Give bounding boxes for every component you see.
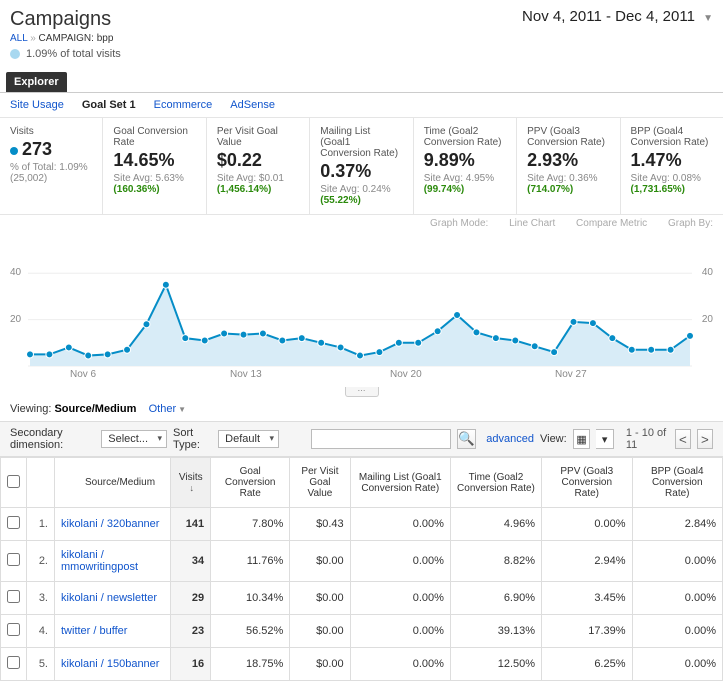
table-row: 5.kikolani / 150banner1618.75%$0.000.00%… [1, 648, 723, 681]
col-header[interactable]: BPP (Goal4 Conversion Rate) [632, 458, 722, 508]
breadcrumb-campaign-value: bpp [97, 33, 114, 44]
col-header[interactable]: Goal Conversion Rate [211, 458, 290, 508]
secondary-dimension-select[interactable]: Select... [101, 430, 167, 448]
row-checkbox[interactable] [7, 623, 20, 636]
compare-metric[interactable]: Compare Metric [576, 218, 647, 229]
metric-time-goal2-conversion-rate-[interactable]: Time (Goal2 Conversion Rate)9.89%Site Av… [413, 118, 516, 214]
col-header[interactable] [27, 458, 55, 508]
breadcrumb-all[interactable]: ALL [10, 33, 27, 44]
tab-explorer[interactable]: Explorer [6, 72, 67, 92]
page-title: Campaigns [10, 8, 111, 31]
col-header[interactable]: PPV (Goal3 Conversion Rate) [542, 458, 633, 508]
col-header[interactable] [1, 458, 27, 508]
table-row: 4.twitter / buffer2356.52%$0.000.00%39.1… [1, 615, 723, 648]
search-input[interactable] [311, 429, 451, 449]
col-header[interactable]: Source/Medium [55, 458, 171, 508]
search-button[interactable]: 🔍 [457, 429, 476, 449]
chevron-down-icon: ▼ [703, 13, 713, 24]
table-row: 1.kikolani / 320banner1417.80%$0.430.00%… [1, 508, 723, 541]
date-range-picker[interactable]: Nov 4, 2011 - Dec 4, 2011 ▼ [522, 8, 713, 25]
graph-mode-line[interactable]: Line Chart [509, 218, 555, 229]
row-checkbox[interactable] [7, 590, 20, 603]
breadcrumb-campaign-label: CAMPAIGN: [39, 33, 94, 44]
metric-mailing-list-goal1-conversion-rate-[interactable]: Mailing List (Goal1 Conversion Rate)0.37… [309, 118, 412, 214]
row-checkbox[interactable] [7, 656, 20, 669]
source-link[interactable]: kikolani / newsletter [61, 592, 157, 604]
next-page-button[interactable]: > [697, 429, 713, 449]
metric-bpp-goal4-conversion-rate-[interactable]: BPP (Goal4 Conversion Rate)1.47%Site Avg… [620, 118, 723, 214]
graph-controls: Graph Mode: Line Chart Compare Metric Gr… [0, 215, 723, 232]
metric-visits[interactable]: Visits273% of Total: 1.09% (25,002) [0, 118, 102, 214]
table-row: 3.kikolani / newsletter2910.34%$0.000.00… [1, 582, 723, 615]
metrics-row: Visits273% of Total: 1.09% (25,002)Goal … [0, 117, 723, 215]
subtab-ecommerce[interactable]: Ecommerce [154, 99, 213, 111]
source-link[interactable]: kikolani / 150banner [61, 658, 159, 670]
breadcrumb: ALL » CAMPAIGN: bpp [10, 33, 713, 44]
subtab-site-usage[interactable]: Site Usage [10, 99, 64, 111]
metric-goal-conversion-rate[interactable]: Goal Conversion Rate14.65%Site Avg: 5.63… [102, 118, 205, 214]
source-link[interactable]: twitter / buffer [61, 625, 127, 637]
viewing-primary[interactable]: Source/Medium [54, 403, 136, 415]
metric-per-visit-goal-value[interactable]: Per Visit Goal Value$0.22Site Avg: $0.01… [206, 118, 309, 214]
pct-of-visits: 1.09% of total visits [10, 48, 713, 60]
source-link[interactable]: kikolani / 320banner [61, 518, 159, 530]
select-all-checkbox[interactable] [7, 475, 20, 488]
viewing-row: Viewing: Source/Medium Other▼ [0, 397, 723, 421]
chart: 20204040Nov 6Nov 13Nov 20Nov 27 [10, 236, 713, 386]
row-checkbox[interactable] [7, 516, 20, 529]
data-table: Source/MediumVisits ↓Goal Conversion Rat… [0, 457, 723, 681]
table-controls: Secondary dimension: Select... Sort Type… [0, 421, 723, 457]
subtabs: Site Usage Goal Set 1 Ecommerce AdSense [0, 92, 723, 117]
col-header[interactable]: Mailing List (Goal1 Conversion Rate) [350, 458, 450, 508]
table-row: 2.kikolani / mmowritingpost3411.76%$0.00… [1, 541, 723, 582]
dot-icon [10, 49, 20, 59]
view-select-icon[interactable]: ▾ [596, 429, 613, 449]
prev-page-button[interactable]: < [675, 429, 691, 449]
col-header[interactable]: Time (Goal2 Conversion Rate) [450, 458, 541, 508]
subtab-adsense[interactable]: AdSense [230, 99, 275, 111]
date-range-text: Nov 4, 2011 - Dec 4, 2011 [522, 8, 695, 25]
metric-ppv-goal3-conversion-rate-[interactable]: PPV (Goal3 Conversion Rate)2.93%Site Avg… [516, 118, 619, 214]
col-header[interactable]: Visits ↓ [171, 458, 211, 508]
row-checkbox[interactable] [7, 553, 20, 566]
header: Campaigns Nov 4, 2011 - Dec 4, 2011 ▼ AL… [0, 0, 723, 64]
col-header[interactable]: Per Visit Goal Value [290, 458, 350, 508]
viewing-other[interactable]: Other▼ [149, 403, 186, 415]
sort-type-select[interactable]: Default [218, 430, 279, 448]
pager-text: 1 - 10 of 11 [626, 427, 669, 451]
source-link[interactable]: kikolani / mmowritingpost [61, 549, 138, 573]
subtab-goal-set-1[interactable]: Goal Set 1 [82, 99, 136, 111]
advanced-link[interactable]: advanced [486, 433, 534, 445]
view-table-icon[interactable]: ▦ [573, 429, 591, 449]
